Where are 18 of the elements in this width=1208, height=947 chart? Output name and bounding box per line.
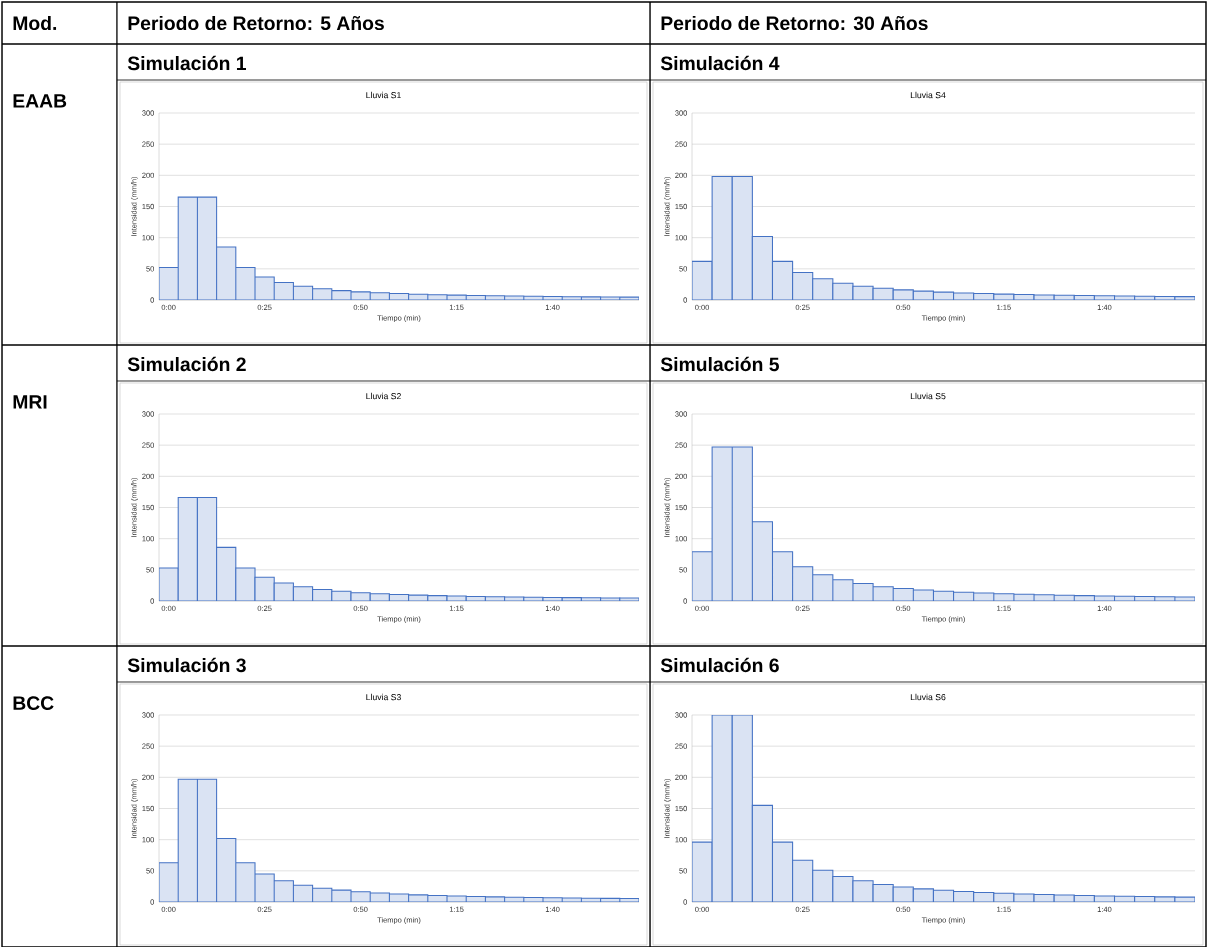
chart-subtitle: Lluvia S4: [910, 91, 946, 99]
chart-title: Simulación 1: [127, 55, 246, 71]
chart-title: Simulación 5: [660, 356, 779, 372]
chart-subtitle: Lluvia S1: [366, 91, 401, 99]
chart-subtitle: Lluvia S2: [366, 392, 401, 400]
chart-subtitle: Lluvia S6: [910, 693, 946, 701]
chart-title: Simulación 4: [660, 55, 780, 71]
text: Mod.: [13, 15, 57, 31]
chart-title: Simulación 6: [660, 657, 779, 673]
text: EAAB: [13, 94, 67, 108]
text: MRI: [13, 395, 47, 409]
text: Periodo de Retorno: 5 Años: [128, 15, 384, 31]
chart-title: Simulación 3: [127, 657, 246, 673]
chart-subtitle: Lluvia S3: [366, 693, 401, 701]
chart-title: Simulación 2: [127, 356, 246, 372]
chart-subtitle: Lluvia S5: [910, 392, 946, 400]
text: BCC: [13, 696, 54, 710]
text: Periodo de Retorno: 30 Años: [661, 15, 928, 31]
